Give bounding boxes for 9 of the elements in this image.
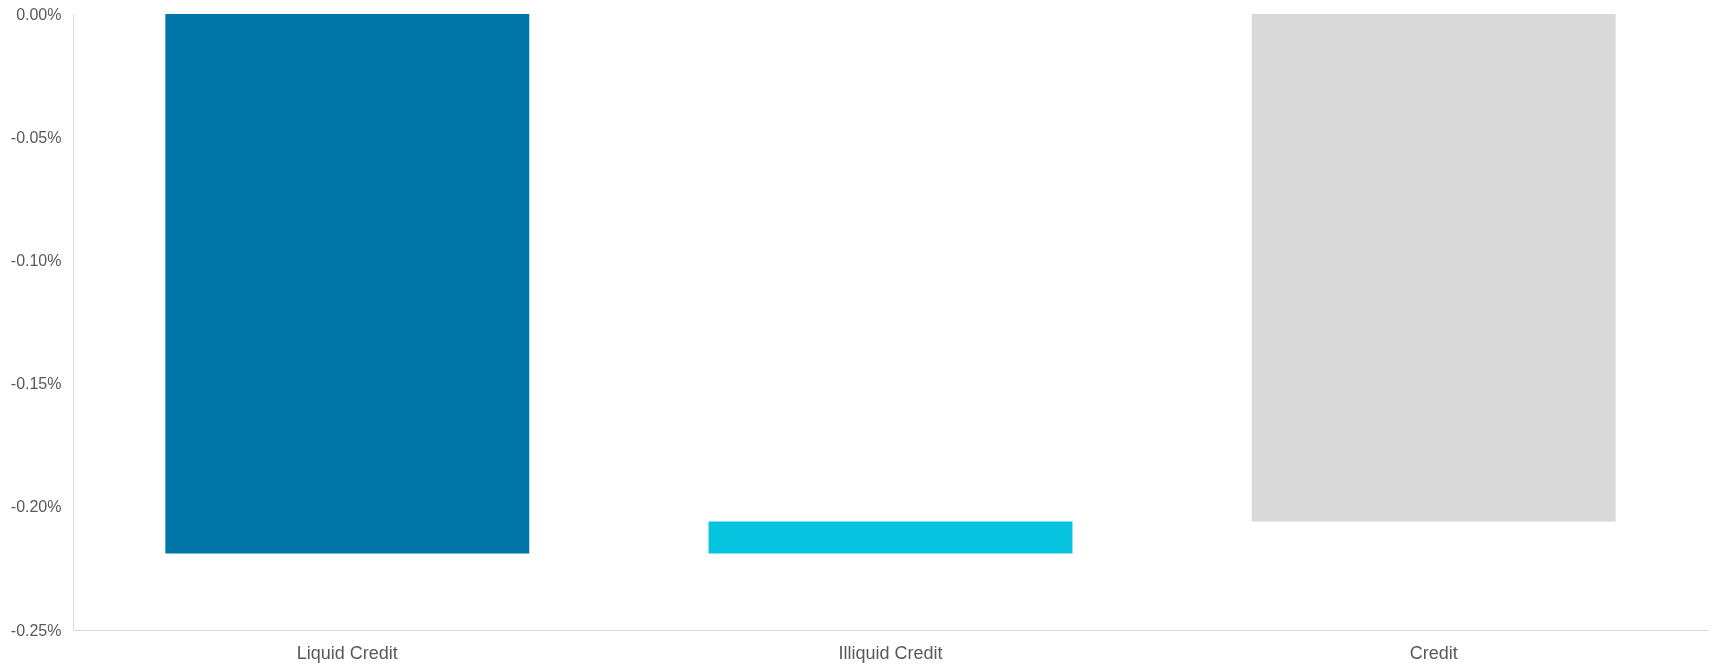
- y-tick-label: -0.10%: [10, 251, 62, 269]
- y-tick-label: -0.25%: [10, 621, 62, 639]
- y-tick-label: -0.15%: [10, 375, 62, 393]
- x-tick-label: Illiquid Credit: [838, 642, 943, 663]
- x-tick-label: Credit: [1409, 642, 1458, 663]
- y-tick-label: -0.05%: [10, 128, 62, 146]
- y-tick-label: -0.20%: [10, 498, 62, 516]
- y-tick-label: 0.00%: [16, 5, 62, 23]
- x-tick-label: Liquid Credit: [296, 642, 398, 663]
